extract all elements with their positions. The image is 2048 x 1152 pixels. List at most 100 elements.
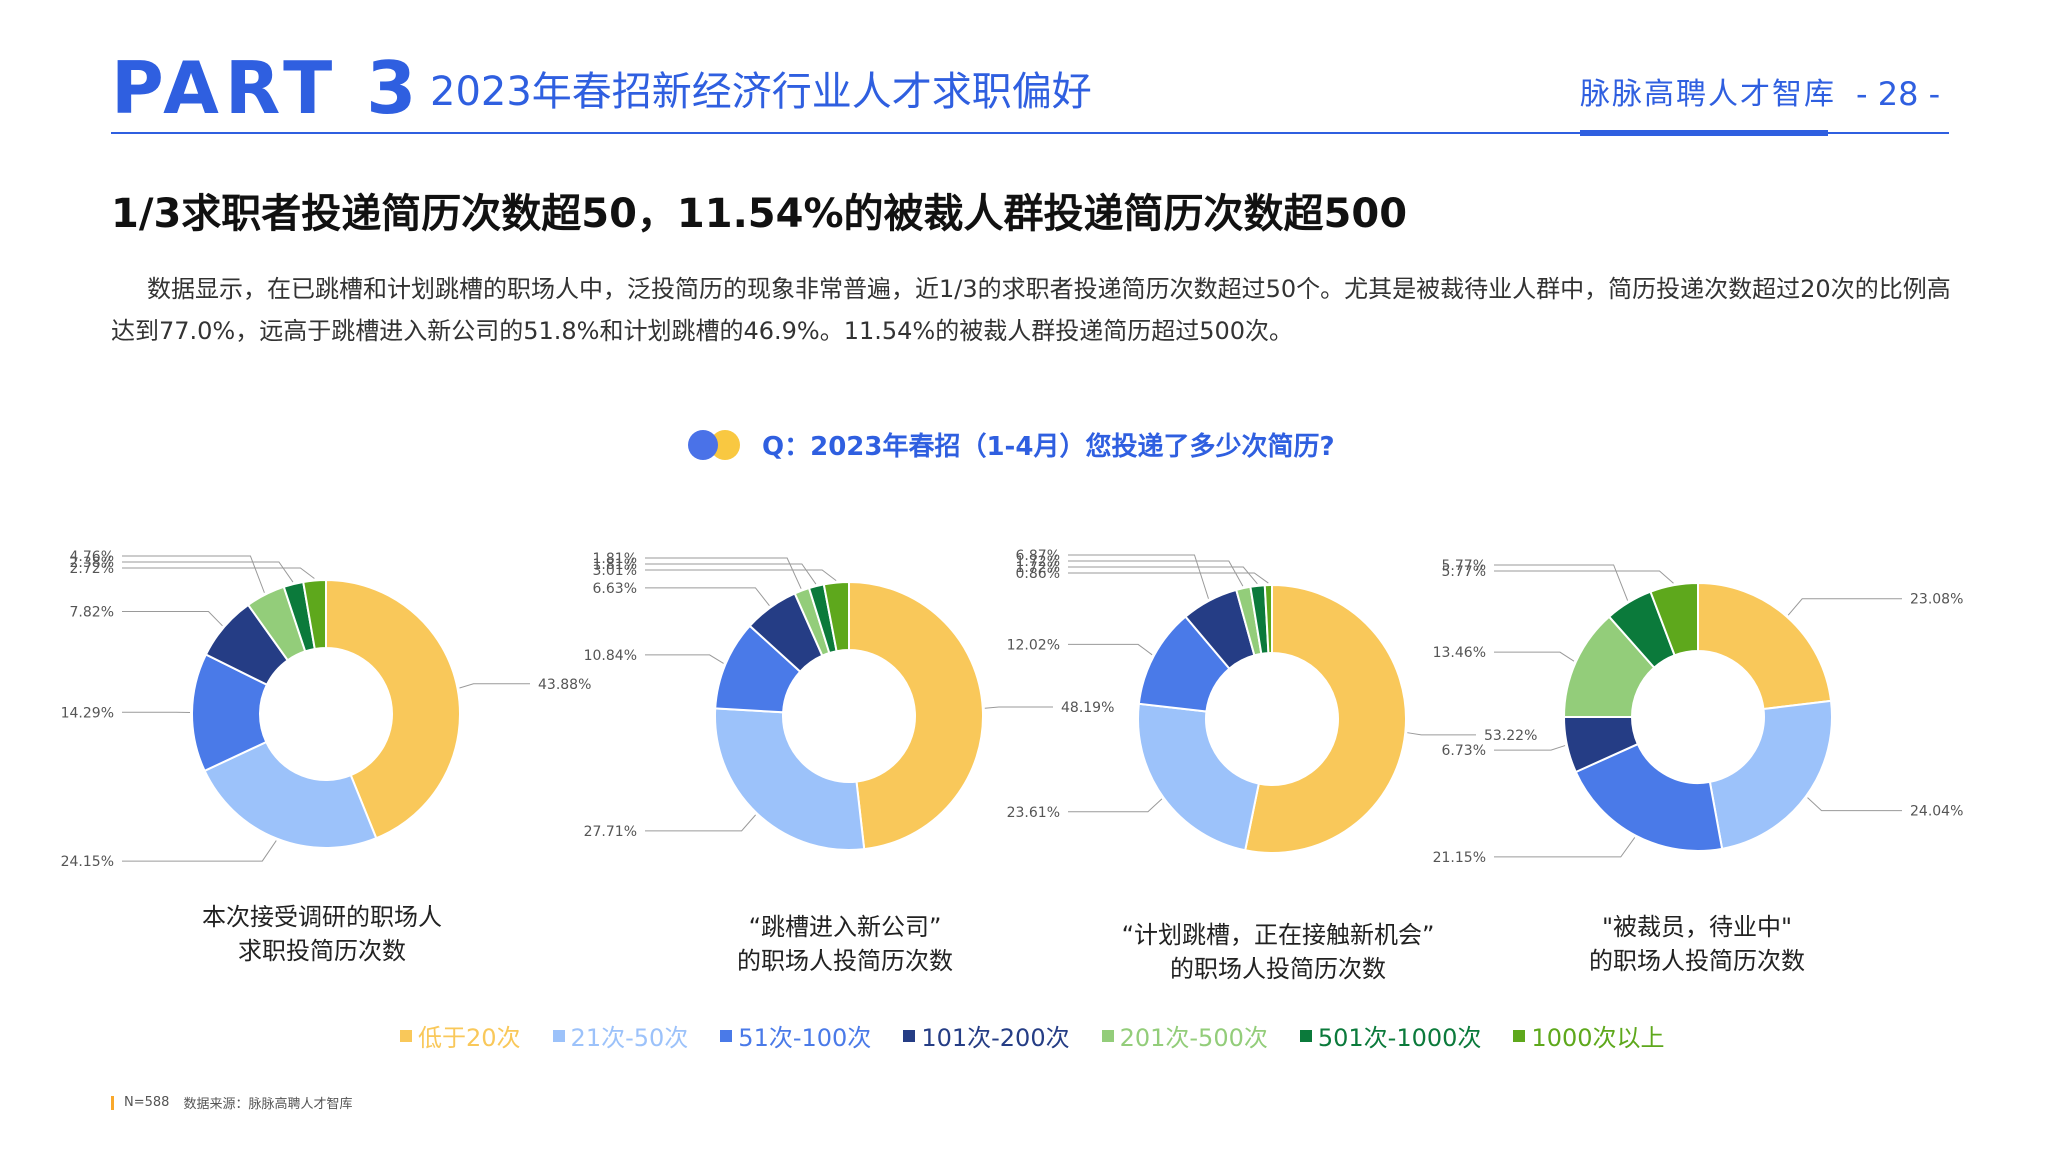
leader-line [1807, 797, 1902, 812]
slice-label: 2.72% [70, 561, 114, 577]
donut-slice [1263, 583, 1273, 655]
leader-line [1068, 798, 1163, 813]
slice-label: 48.19% [1061, 700, 1114, 716]
slice-label: 6.73% [1442, 743, 1486, 759]
donut-slice [1243, 583, 1407, 854]
caption-line: "被裁员，待业中" [1601, 913, 1793, 941]
slice-label: 53.22% [1484, 728, 1537, 744]
leader-line [645, 814, 756, 832]
leader-line [1407, 732, 1476, 736]
slice-label: 6.87% [1016, 548, 1060, 564]
source-note: N=588 数据来源：脉脉高聘人才智库 [111, 1093, 352, 1112]
caption-line: “计划跳槽，正在接触新机会” [1121, 921, 1435, 949]
slice-label: 13.46% [1433, 645, 1486, 661]
caption-line: 的职场人投简历次数 [1589, 947, 1805, 975]
caption-line: “跳槽进入新公司” [748, 913, 942, 941]
slice-label: 27.71% [584, 824, 637, 840]
legend-label: 101次-200次 [921, 1024, 1070, 1052]
slice-label: 5.77% [1442, 558, 1486, 574]
donut-slice [848, 580, 984, 851]
donut-slice [1574, 742, 1724, 852]
legend: 低于20次 21次-50次 51次-100次 101次-200次 201次-50… [400, 1018, 1665, 1053]
donut-slice [325, 578, 461, 840]
slice-label: 7.82% [70, 605, 114, 621]
donut-charts: 43.88% 24.15% 14.29% 7.82% 4.76%2.38%2.72% 48… [61, 548, 1964, 870]
leader-line [645, 569, 837, 582]
legend-item: 201次-500次 [1101, 1018, 1268, 1053]
leader-line [122, 567, 315, 579]
leader-line [1494, 564, 1629, 601]
leader-line [122, 561, 294, 583]
legend-item: 1000次以上 [1513, 1018, 1665, 1053]
chart-caption-2: “跳槽进入新公司” 的职场人投简历次数 [665, 910, 1025, 978]
slice-label: 1.72% [1016, 554, 1060, 570]
part-heading: PART 3 [111, 52, 422, 124]
legend-swatch [552, 1029, 565, 1042]
slice-label: 23.08% [1910, 592, 1963, 608]
leader-line [1068, 572, 1269, 584]
slice-label: 10.84% [584, 648, 637, 664]
legend-swatch [1101, 1029, 1114, 1042]
legend-swatch [903, 1029, 916, 1042]
question-dots-icon [688, 428, 744, 460]
legend-item: 101次-200次 [903, 1018, 1070, 1053]
legend-item: 501次-1000次 [1299, 1018, 1482, 1053]
donut-slice [822, 580, 850, 653]
legend-item: 21次-50次 [552, 1018, 689, 1053]
leader-line [645, 557, 802, 589]
section-title: 2023年春招新经济行业人才求职偏好 [430, 69, 1092, 115]
chart-caption-3: “计划跳槽，正在接触新机会” 的职场人投简历次数 [1088, 918, 1468, 986]
caption-line: 本次接受调研的职场人 [202, 903, 442, 931]
summary-paragraph: 数据显示，在已跳槽和计划跳槽的职场人中，泛投简历的现象非常普遍，近1/3的求职者… [111, 275, 1951, 345]
caption-line: 的职场人投简历次数 [1170, 955, 1386, 983]
page-number: - 28 - [1856, 75, 1941, 113]
source-text: 数据来源：脉脉高聘人才智库 [183, 1097, 353, 1112]
legend-item: 51次-100次 [720, 1018, 871, 1053]
slice-label: 5.77% [1442, 564, 1486, 580]
leader-line [645, 587, 770, 607]
caption-line: 求职投简历次数 [238, 937, 406, 965]
legend-label: 501次-1000次 [1317, 1024, 1482, 1052]
legend-swatch [720, 1029, 733, 1042]
slice-label: 24.04% [1910, 804, 1963, 820]
headline: 1/3求职者投递简历次数超50，11.54%的被裁人群投递简历次数超500 [111, 191, 1408, 237]
sample-size: N=588 [124, 1095, 170, 1110]
leader-line [1494, 745, 1566, 751]
donut-slice [714, 707, 866, 851]
donut-slice [1649, 581, 1699, 657]
legend-label: 201次-500次 [1119, 1024, 1268, 1052]
leader-line [459, 683, 530, 689]
slice-label: 23.61% [1007, 805, 1060, 821]
leader-line [1068, 554, 1209, 599]
leader-line [1494, 837, 1636, 858]
leader-line [984, 706, 1053, 709]
part-label: PART [111, 46, 339, 130]
slice-label: 1.81% [593, 557, 637, 573]
legend-swatch [1299, 1029, 1312, 1042]
leader-line [645, 654, 724, 664]
slice-label: 12.02% [1007, 637, 1060, 653]
slice-label: 1.72% [1016, 560, 1060, 576]
donut-slice [302, 578, 327, 651]
legend-label: 51次-100次 [738, 1024, 872, 1052]
brand-underline [1580, 130, 1828, 136]
donut-slice [1697, 581, 1833, 711]
slice-label: 2.38% [70, 555, 114, 571]
leader-line [1787, 598, 1902, 616]
chart-caption-4: "被裁员，待业中" 的职场人投简历次数 [1517, 910, 1877, 978]
leader-line [645, 563, 817, 585]
slice-label: 14.29% [61, 705, 114, 721]
legend-label: 低于20次 [418, 1024, 521, 1052]
leader-line [1068, 566, 1258, 585]
legend-label: 21次-50次 [570, 1024, 689, 1052]
slice-label: 21.15% [1433, 850, 1486, 866]
slice-label: 6.63% [593, 581, 637, 597]
caption-line: 的职场人投简历次数 [737, 947, 953, 975]
slice-label: 4.76% [70, 549, 114, 565]
slice-label: 1.81% [593, 551, 637, 567]
part-number: 3 [366, 46, 423, 130]
leader-line [122, 555, 265, 593]
chart-caption-1: 本次接受调研的职场人 求职投简历次数 [142, 900, 502, 968]
legend-label: 1000次以上 [1531, 1024, 1665, 1052]
leader-line [122, 840, 277, 862]
